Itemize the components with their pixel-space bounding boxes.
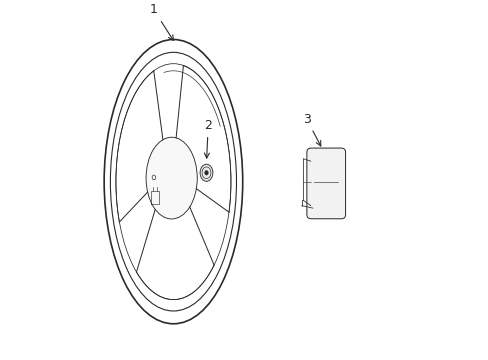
Text: 2: 2 xyxy=(204,119,212,158)
Ellipse shape xyxy=(146,137,197,219)
Text: 3: 3 xyxy=(302,113,320,146)
Ellipse shape xyxy=(204,170,208,175)
Text: 1: 1 xyxy=(150,4,173,40)
Ellipse shape xyxy=(200,164,212,181)
FancyBboxPatch shape xyxy=(306,148,345,219)
